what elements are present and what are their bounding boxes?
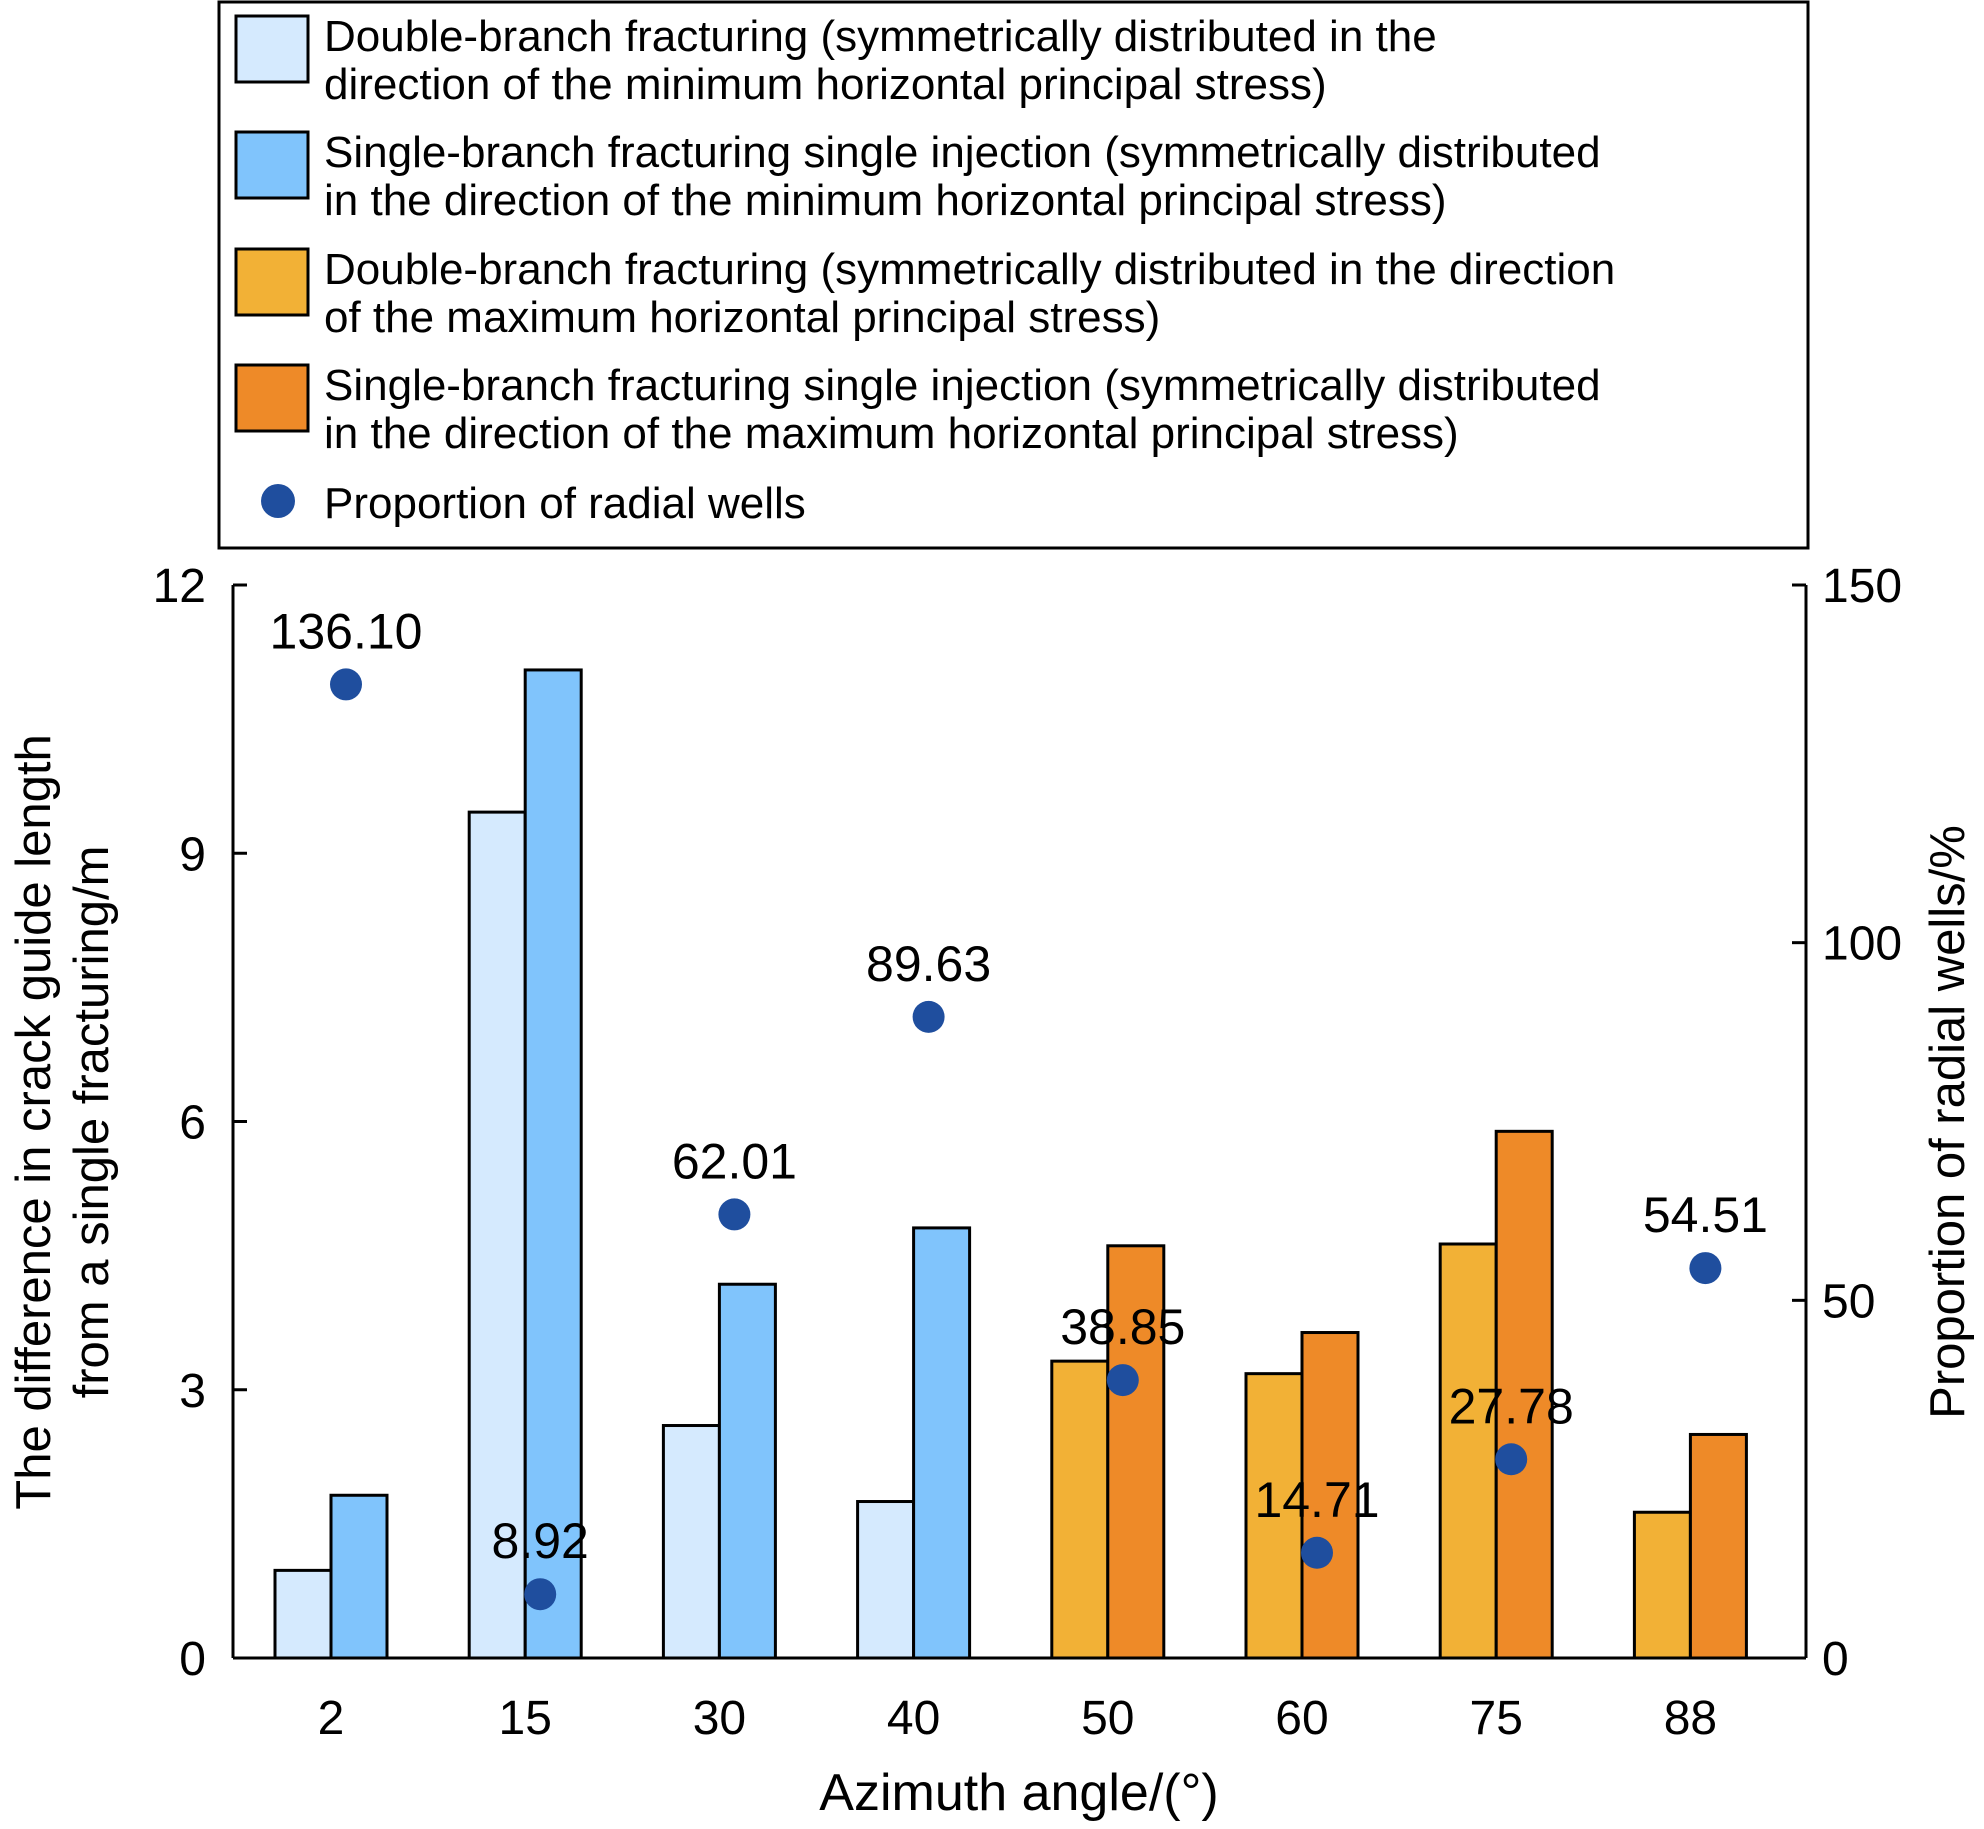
bar-single-30 bbox=[717, 1282, 777, 1660]
point-proportion-75 bbox=[1495, 1443, 1528, 1476]
data-label-proportion-2: 136.10 bbox=[270, 603, 423, 659]
x-tick-label-30: 30 bbox=[693, 1692, 746, 1745]
bar-single-15 bbox=[523, 668, 583, 1660]
bar-single-88 bbox=[1688, 1432, 1748, 1660]
point-proportion-40 bbox=[912, 1000, 945, 1033]
legend-swatch-double_max bbox=[234, 247, 310, 317]
y-axis-title: The difference in crack guide lengthfrom… bbox=[7, 734, 119, 1509]
legend-label-single_max-line-1: Single-branch fracturing single injectio… bbox=[324, 361, 1601, 410]
y2-tick-label-0: 0 bbox=[1822, 1633, 1849, 1686]
legend-label-single_max-line-2: in the direction of the maximum horizont… bbox=[324, 409, 1459, 458]
bar-single-2 bbox=[329, 1493, 389, 1660]
y2-tick-label-150: 150 bbox=[1822, 560, 1902, 613]
bar-double-40 bbox=[856, 1500, 916, 1660]
y-tick-label-6: 6 bbox=[179, 1097, 206, 1150]
bar-double-2 bbox=[273, 1568, 333, 1660]
data-label-proportion-40: 89.63 bbox=[866, 936, 991, 992]
data-label-proportion-50: 38.85 bbox=[1060, 1299, 1185, 1355]
point-proportion-60 bbox=[1301, 1536, 1333, 1569]
legend-swatch-double_min bbox=[234, 14, 310, 84]
bar-single-60 bbox=[1300, 1331, 1360, 1660]
data-label-proportion-60: 14.71 bbox=[1254, 1472, 1379, 1528]
point-proportion-88 bbox=[1689, 1252, 1722, 1285]
bar-double-60 bbox=[1244, 1372, 1304, 1660]
legend-label-double_max-line-2: of the maximum horizontal principal stre… bbox=[324, 293, 1160, 342]
legend-label-single_min-line-2: in the direction of the minimum horizont… bbox=[324, 176, 1446, 225]
data-label-proportion-75: 27.78 bbox=[1449, 1378, 1574, 1434]
legend-swatch-single_min bbox=[234, 130, 310, 200]
legend-label-double_max-line-1: Double-branch fracturing (symmetrically … bbox=[324, 245, 1615, 294]
legend-label-single_min-line-1: Single-branch fracturing single injectio… bbox=[324, 128, 1601, 177]
bar-double-30 bbox=[661, 1424, 721, 1660]
bar-double-75 bbox=[1438, 1242, 1498, 1660]
bar-single-40 bbox=[912, 1226, 972, 1660]
bar-double-88 bbox=[1632, 1510, 1692, 1660]
legend-label-dot-line-1: Proportion of radial wells bbox=[324, 479, 806, 528]
x-tick-label-50: 50 bbox=[1081, 1692, 1134, 1745]
bar-single-75 bbox=[1494, 1129, 1554, 1660]
x-tick-label-15: 15 bbox=[499, 1692, 552, 1745]
point-proportion-2 bbox=[330, 668, 362, 701]
legend-label-double_min-line-1: Double-branch fracturing (symmetrically … bbox=[324, 12, 1437, 61]
y-tick-label-0: 0 bbox=[179, 1633, 206, 1686]
y-axis-title-line-2: from a single fracturing/m bbox=[65, 846, 119, 1399]
legend-swatch-single_max bbox=[234, 363, 310, 433]
x-tick-label-60: 60 bbox=[1275, 1692, 1328, 1745]
data-label-proportion-88: 54.51 bbox=[1643, 1187, 1768, 1243]
data-label-proportion-15: 8.92 bbox=[492, 1513, 589, 1569]
point-proportion-15 bbox=[524, 1578, 557, 1611]
plot-area: 0 3 6 9 12 0 50 100 150 The difference in crack g… bbox=[7, 560, 1975, 1822]
bar-single-50 bbox=[1106, 1244, 1166, 1660]
legend-label-double_min-line-2: direction of the minimum horizontal prin… bbox=[324, 60, 1327, 109]
point-proportion-50 bbox=[1106, 1364, 1139, 1397]
x-axis-title: Azimuth angle/(°) bbox=[819, 1764, 1218, 1822]
y2-tick-label-100: 100 bbox=[1822, 918, 1902, 971]
x-tick-label-40: 40 bbox=[887, 1692, 940, 1745]
x-tick-label-2: 2 bbox=[318, 1692, 345, 1745]
point-proportion-30 bbox=[718, 1198, 751, 1231]
legend: Double-branch fracturing (symmetrically … bbox=[217, 0, 1810, 550]
legend-frame bbox=[217, 0, 1810, 550]
bar-double-15 bbox=[467, 810, 527, 1660]
bar-double-50 bbox=[1050, 1359, 1110, 1660]
legend-marker-dot bbox=[261, 484, 295, 518]
x-tick-label-88: 88 bbox=[1664, 1692, 1717, 1745]
data-label-proportion-30: 62.01 bbox=[672, 1133, 797, 1189]
y2-axis-title: Proportion of radial wells/% bbox=[1921, 825, 1975, 1419]
y-tick-label-9: 9 bbox=[179, 828, 206, 881]
y-axis-title-line-1: The difference in crack guide length bbox=[7, 734, 61, 1509]
x-tick-label-75: 75 bbox=[1470, 1692, 1523, 1745]
y-tick-label-3: 3 bbox=[179, 1365, 206, 1418]
y-tick-label-12: 12 bbox=[153, 560, 206, 613]
y2-tick-label-50: 50 bbox=[1822, 1275, 1875, 1328]
